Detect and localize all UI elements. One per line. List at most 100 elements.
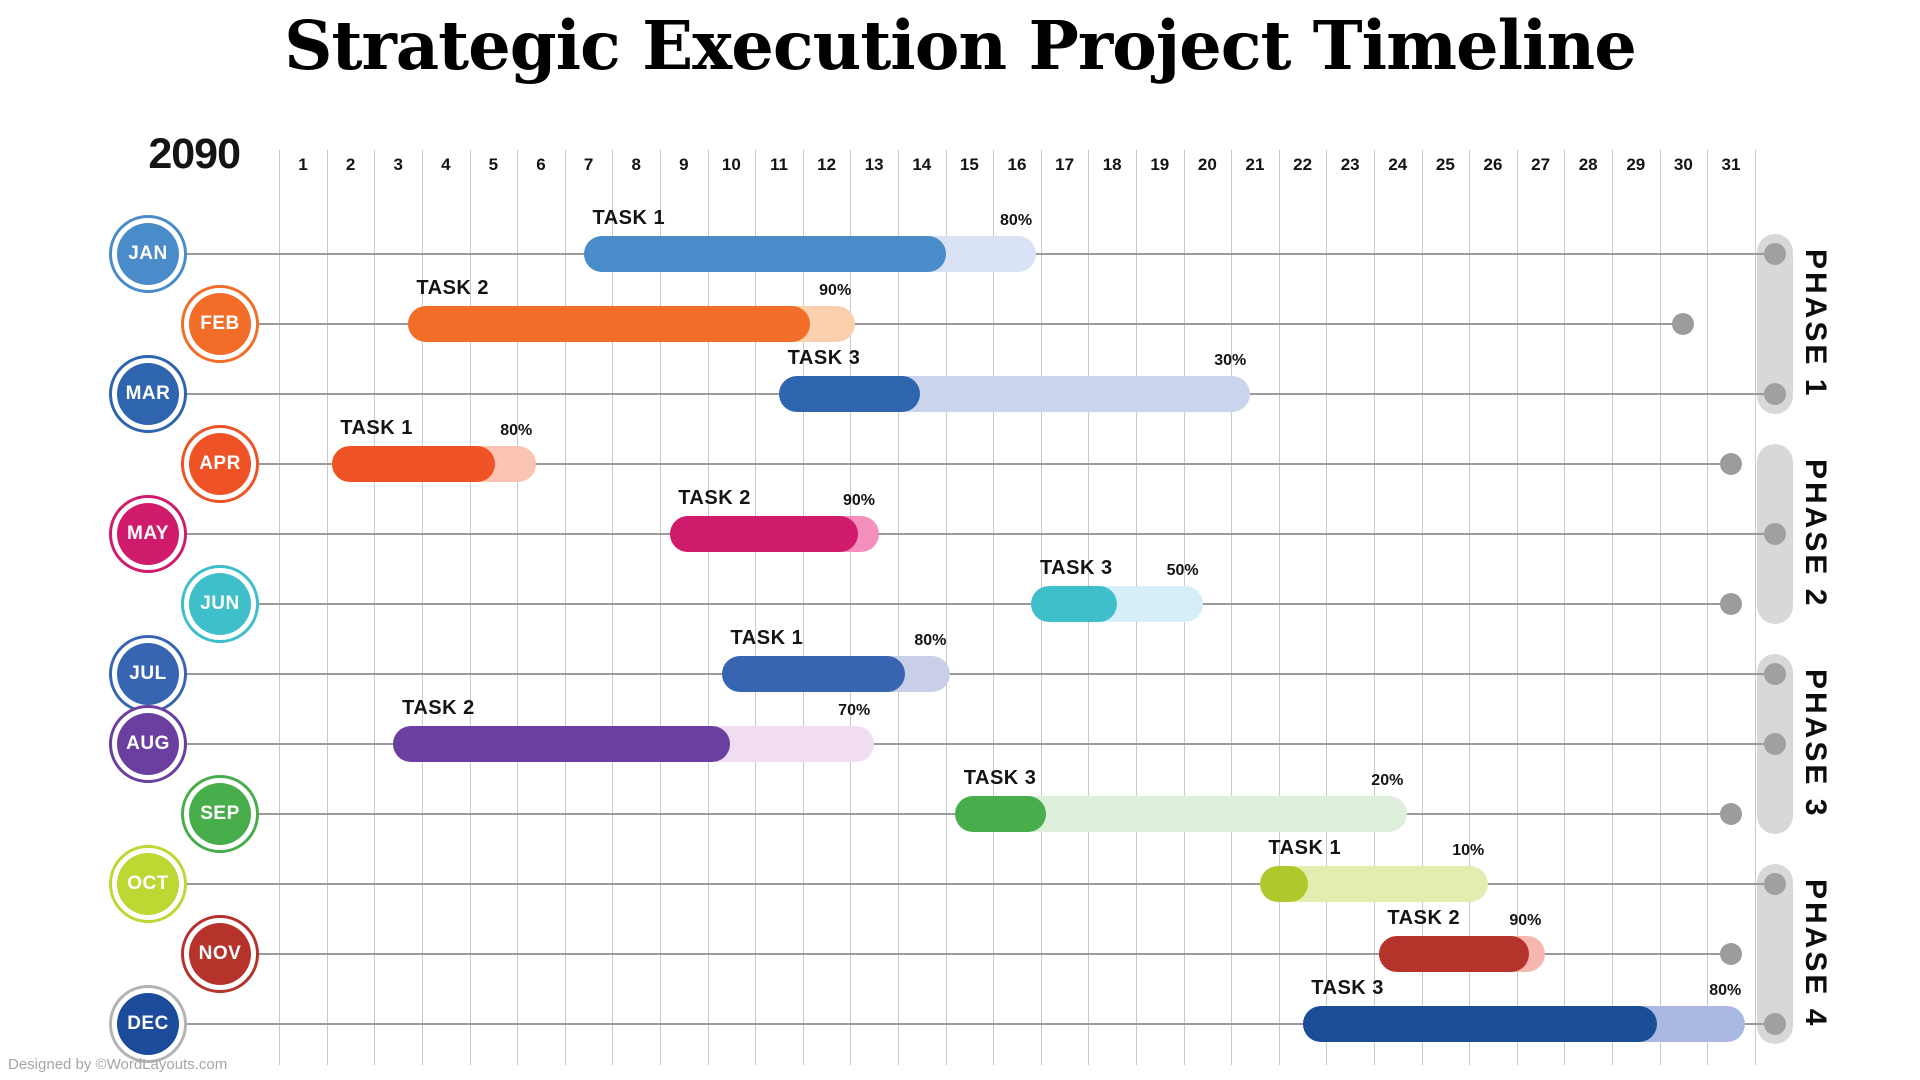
day-gridline <box>945 150 947 1065</box>
progress-percent-label: 90% <box>1509 912 1542 929</box>
month-badge-fill: JAN <box>117 223 179 285</box>
day-axis-tick-label: 2 <box>345 155 356 174</box>
day-gridline <box>564 150 566 1065</box>
task-label: TASK 1 <box>730 627 804 649</box>
month-badge-label: SEP <box>200 803 240 824</box>
day-axis-tick-label: 11 <box>770 155 788 174</box>
day-gridline <box>1564 150 1566 1065</box>
progress-bar-completed <box>393 726 730 762</box>
month-badge-fill: OCT <box>117 853 179 915</box>
month-badge-fill: APR <box>189 433 251 495</box>
task-label: TASK 3 <box>787 347 861 369</box>
month-badge: MAY <box>109 495 187 573</box>
phase-bracket-dot <box>1764 733 1786 755</box>
day-axis-tick-label: 4 <box>441 155 451 174</box>
day-axis-tick-label: 1 <box>298 155 308 174</box>
progress-bar-completed <box>1259 866 1308 902</box>
task-label: TASK 2 <box>402 697 475 719</box>
day-gridline <box>422 150 423 1065</box>
month-badge-fill: DEC <box>117 993 179 1055</box>
phase-label: PHASE 2 <box>1799 459 1832 609</box>
progress-bar-completed <box>669 516 858 552</box>
day-gridline <box>374 150 376 1065</box>
progress-percent-label: 80% <box>1000 212 1033 229</box>
day-axis-tick-label: 18 <box>1102 155 1122 174</box>
month-badge-label: MAY <box>127 523 169 544</box>
progress-percent-label: 80% <box>1709 982 1742 999</box>
day-axis-tick-label: 19 <box>1150 155 1170 174</box>
row-connector-line <box>220 323 1684 325</box>
month-badge-label: APR <box>199 453 241 474</box>
day-axis-tick-label: 10 <box>721 155 741 174</box>
task-label: TASK 1 <box>592 207 666 229</box>
page-title: Strategic Execution Project Timeline <box>284 6 1637 85</box>
month-badge: DEC <box>109 985 187 1063</box>
day-axis-tick-label: 27 <box>1531 155 1551 174</box>
month-badge: JUL <box>109 635 187 713</box>
phase-label: PHASE 1 <box>1799 249 1832 399</box>
phase-bracket-dot <box>1764 873 1786 895</box>
day-gridline <box>993 150 995 1065</box>
day-axis-tick-label: 21 <box>1245 155 1265 174</box>
month-badge-label: DEC <box>127 1013 169 1034</box>
day-axis-tick-label: 28 <box>1578 155 1598 174</box>
day-axis-tick-label: 9 <box>679 155 689 174</box>
month-badge-label: JAN <box>128 243 168 264</box>
phase-bracket-dot <box>1764 243 1786 265</box>
day-gridline <box>1278 150 1280 1065</box>
task-label: TASK 1 <box>340 417 413 439</box>
progress-percent-label: 10% <box>1452 842 1485 859</box>
row-connector-line <box>220 463 1731 465</box>
progress-percent-label: 80% <box>500 422 533 439</box>
progress-bar-completed <box>1302 1006 1657 1042</box>
task-label: TASK 3 <box>963 767 1037 789</box>
day-axis-tick-label: 23 <box>1340 155 1360 174</box>
credit-footer: Designed by ©WordLayouts.com <box>8 1056 228 1073</box>
day-gridline <box>660 150 661 1065</box>
progress-bar-completed <box>1031 586 1117 622</box>
day-axis-tick-label: 7 <box>583 155 594 174</box>
day-axis-tick-label: 6 <box>536 155 546 174</box>
row-end-dot <box>1720 803 1742 825</box>
phase-label: PHASE 3 <box>1799 669 1832 819</box>
day-axis-tick-label: 16 <box>1007 155 1027 174</box>
day-axis-tick-label: 20 <box>1197 155 1217 174</box>
day-axis-tick-label: 17 <box>1055 155 1075 174</box>
row-end-dot <box>1720 453 1742 475</box>
phase-bracket-dot <box>1764 663 1786 685</box>
month-badge: SEP <box>181 775 259 853</box>
day-axis-tick-label: 29 <box>1626 155 1646 174</box>
day-gridline <box>1231 150 1233 1065</box>
phase-bracket-dot <box>1764 1013 1786 1035</box>
day-axis-tick-label: 30 <box>1673 155 1693 174</box>
month-badge-fill: NOV <box>189 923 251 985</box>
month-badge-fill: MAY <box>117 503 179 565</box>
row-connector-line <box>148 1023 1775 1025</box>
day-gridline <box>1754 150 1756 1065</box>
day-axis-tick-label: 22 <box>1293 155 1313 174</box>
month-badge-fill: MAR <box>117 363 179 425</box>
task-label: TASK 3 <box>1039 557 1113 579</box>
month-badge: NOV <box>181 915 259 993</box>
phase-label: PHASE 4 <box>1799 879 1832 1029</box>
month-badge: JAN <box>109 215 187 293</box>
day-gridline <box>1612 150 1613 1065</box>
month-badge-label: AUG <box>126 733 170 754</box>
day-gridline <box>1326 150 1328 1065</box>
day-gridline <box>1421 150 1423 1065</box>
progress-bar-completed <box>955 796 1046 832</box>
day-axis-tick-label: 25 <box>1435 155 1455 174</box>
day-axis-tick-label: 12 <box>817 155 837 174</box>
month-badge: FEB <box>181 285 259 363</box>
row-connector-line <box>148 883 1775 885</box>
day-axis-tick-label: 5 <box>488 155 499 174</box>
progress-percent-label: 90% <box>842 492 875 509</box>
row-connector-line <box>220 603 1731 605</box>
day-gridline <box>279 150 281 1065</box>
day-gridline <box>755 150 757 1065</box>
day-axis-tick-label: 3 <box>393 155 403 174</box>
progress-bar-completed <box>583 236 946 272</box>
progress-percent-label: 70% <box>838 702 871 719</box>
day-axis-tick-label: 14 <box>912 155 932 174</box>
